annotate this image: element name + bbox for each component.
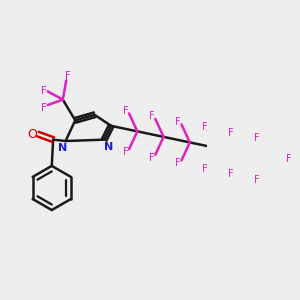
Text: F: F [40, 86, 46, 96]
Text: N: N [58, 143, 68, 153]
Text: F: F [202, 122, 207, 132]
Text: F: F [123, 106, 128, 116]
Text: F: F [202, 164, 207, 174]
Text: F: F [175, 158, 181, 168]
Text: F: F [123, 147, 128, 157]
Text: F: F [228, 169, 233, 179]
Text: F: F [65, 71, 71, 81]
Text: N: N [104, 142, 113, 152]
Text: F: F [149, 153, 155, 163]
Text: F: F [254, 133, 260, 143]
Text: F: F [40, 103, 46, 113]
Text: F: F [175, 117, 181, 127]
Text: F: F [286, 154, 291, 164]
Text: F: F [228, 128, 233, 138]
Text: F: F [149, 111, 155, 121]
Text: F: F [254, 175, 260, 185]
Text: O: O [28, 128, 38, 141]
